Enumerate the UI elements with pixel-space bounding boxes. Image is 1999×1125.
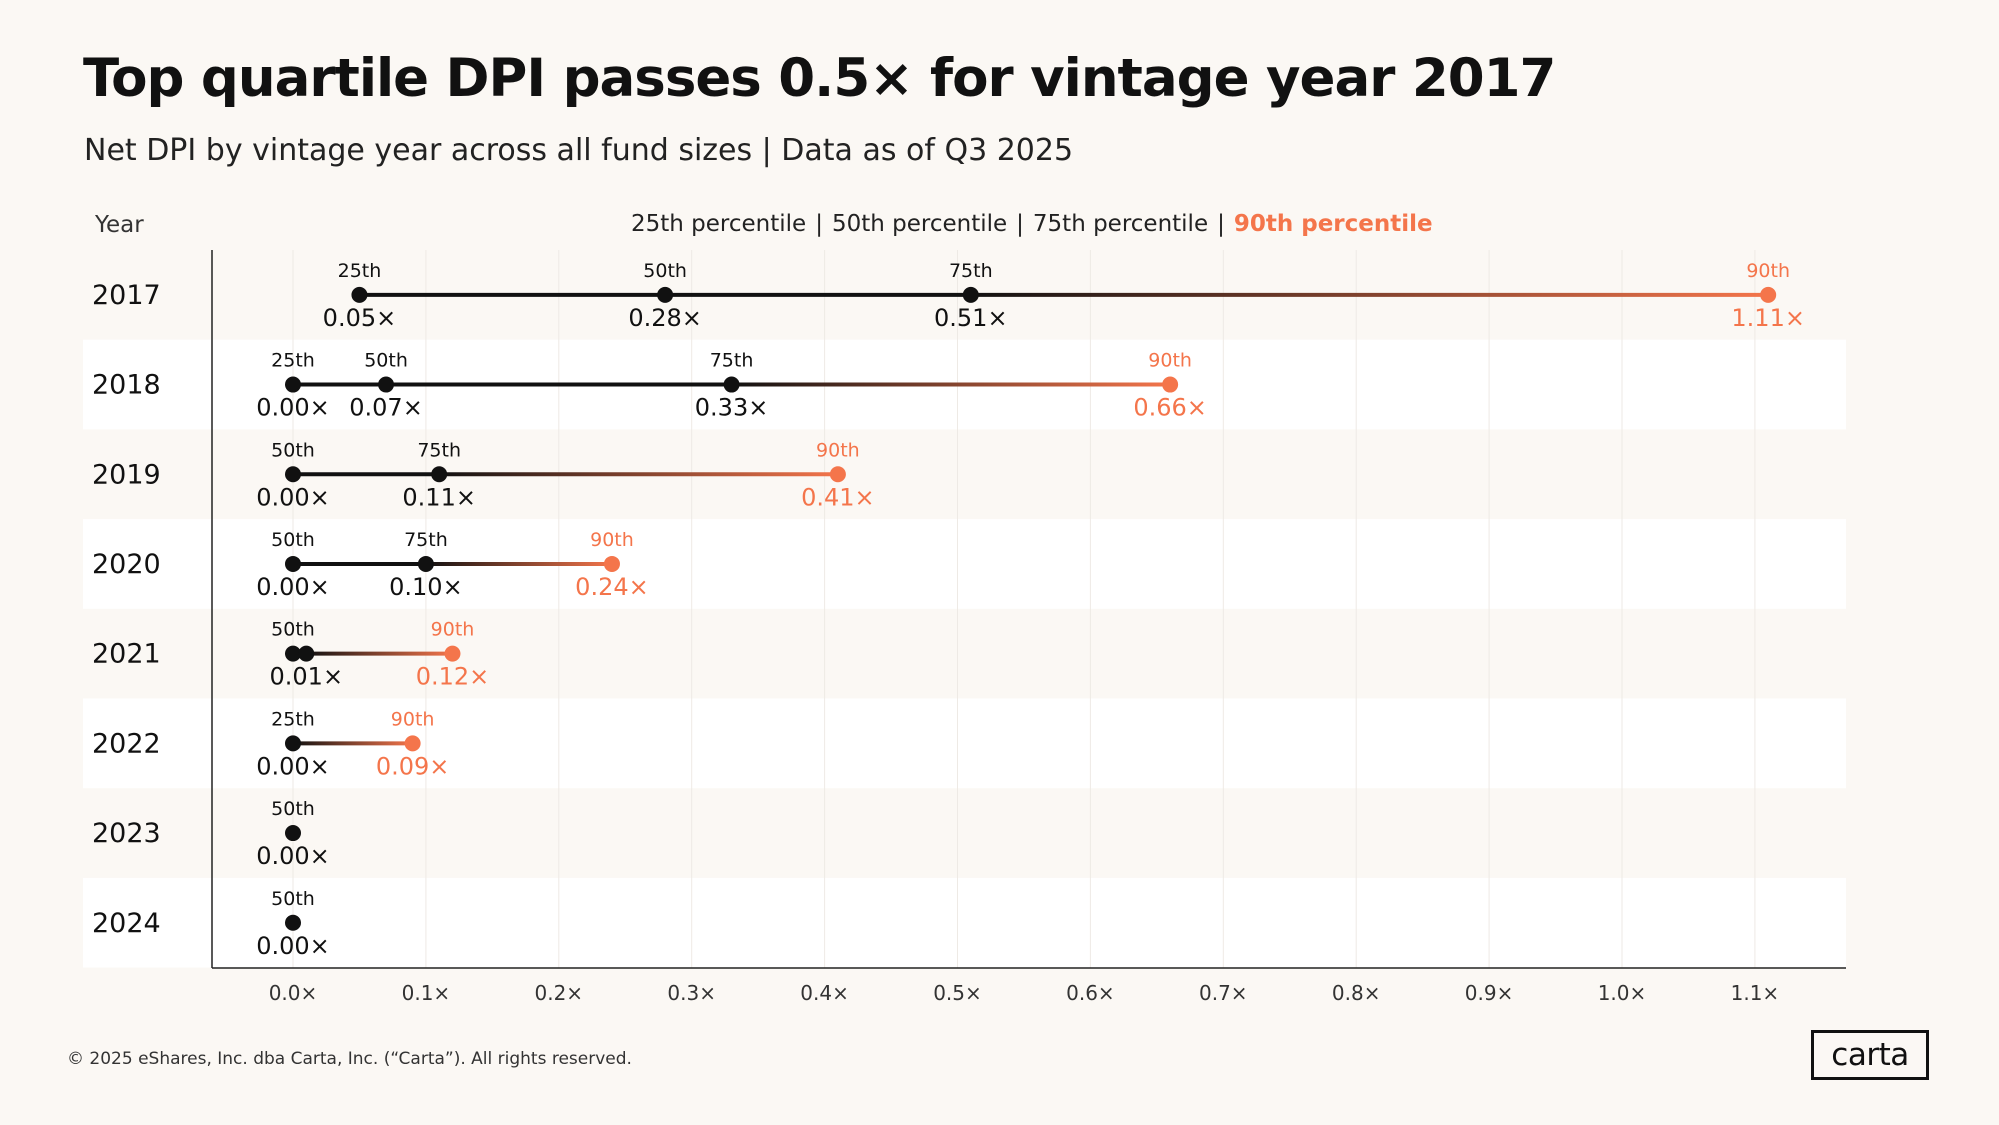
x-tick-label: 0.3× <box>667 981 716 1005</box>
legend-item-90th: 90th percentile <box>1233 211 1433 237</box>
percentile-point <box>603 555 620 572</box>
data-value-label: 0.33× <box>695 394 769 422</box>
percentile-label: 90th <box>431 619 475 641</box>
percentile-label: 75th <box>404 529 448 551</box>
data-value-label: 0.12× <box>416 663 490 691</box>
percentile-point <box>1760 286 1777 303</box>
x-tick-label: 0.6× <box>1066 981 1115 1005</box>
data-value-label: 0.11× <box>402 483 476 511</box>
percentile-point <box>431 466 448 483</box>
x-tick-label: 0.9× <box>1465 981 1514 1005</box>
x-tick-label: 0.7× <box>1199 981 1248 1005</box>
copyright-footer: © 2025 eShares, Inc. dba Carta, Inc. (“C… <box>67 1049 632 1069</box>
percentile-point <box>285 735 301 752</box>
percentile-point <box>285 825 301 842</box>
data-value-label: 0.00× <box>256 394 330 422</box>
percentile-point <box>404 735 421 752</box>
row-band <box>83 877 1846 968</box>
percentile-point <box>285 645 301 662</box>
data-value-label: 0.00× <box>256 573 330 601</box>
year-label: 2022 <box>92 728 161 759</box>
percentile-label: 50th <box>271 439 315 461</box>
percentile-label: 90th <box>1148 350 1192 372</box>
data-value-label: 0.05× <box>323 304 397 332</box>
percentile-point <box>285 555 301 572</box>
year-label: 2024 <box>92 908 161 939</box>
percentile-point <box>285 376 301 393</box>
percentile-label: 50th <box>271 619 315 641</box>
percentile-point <box>444 645 461 662</box>
percentile-label: 90th <box>1746 260 1790 282</box>
chart-title: Top quartile DPI passes 0.5× for vintage… <box>83 48 1556 109</box>
percentile-label: 50th <box>271 888 315 910</box>
percentile-point <box>378 376 395 393</box>
legend: 25th percentile | 50th percentile | 75th per… <box>631 211 1433 237</box>
data-value-label: 0.00× <box>256 752 330 780</box>
data-value-label: 0.00× <box>256 842 330 870</box>
legend-item-50th: 50th percentile <box>831 211 1008 237</box>
legend-separator: | <box>1016 211 1024 237</box>
legend-separator: | <box>815 211 823 237</box>
x-tick-label: 0.2× <box>535 981 584 1005</box>
x-tick-label: 0.4× <box>800 981 849 1005</box>
data-value-label: 0.41× <box>801 483 875 511</box>
x-tick-label: 0.5× <box>933 981 982 1005</box>
data-value-label: 0.66× <box>1133 394 1207 422</box>
percentile-label: 90th <box>816 439 860 461</box>
percentile-point <box>285 914 301 931</box>
percentile-point <box>657 286 674 303</box>
x-tick-label: 0.1× <box>402 981 451 1005</box>
year-label: 2017 <box>92 280 161 311</box>
carta-logo: carta <box>1811 1030 1929 1080</box>
x-tick-label: 0.8× <box>1332 981 1381 1005</box>
data-value-label: 0.07× <box>349 394 423 422</box>
percentile-label: 90th <box>391 708 435 730</box>
data-value-label: 0.09× <box>376 752 450 780</box>
percentile-label: 90th <box>590 529 634 551</box>
year-label: 2019 <box>92 459 161 490</box>
year-label: 2018 <box>92 370 161 401</box>
legend-item-75th: 75th percentile <box>1032 211 1209 237</box>
data-value-label: 0.10× <box>389 573 463 601</box>
percentile-point <box>723 376 740 393</box>
data-value-label: 1.11× <box>1731 304 1805 332</box>
data-value-label: 0.00× <box>256 483 330 511</box>
percentile-label: 75th <box>710 350 754 372</box>
percentile-label: 50th <box>364 350 408 372</box>
percentile-point <box>351 286 368 303</box>
legend-separator: | <box>1217 211 1225 237</box>
percentile-label: 50th <box>643 260 687 282</box>
percentile-label: 50th <box>271 798 315 820</box>
data-value-label: 0.28× <box>628 304 702 332</box>
data-value-label: 0.00× <box>256 932 330 960</box>
percentile-point <box>417 555 434 572</box>
x-tick-label: 1.1× <box>1731 981 1780 1005</box>
year-label: 2021 <box>92 639 161 670</box>
legend-item-25th: 25th percentile <box>631 211 807 237</box>
percentile-point <box>962 286 979 303</box>
percentile-label: 25th <box>271 350 315 372</box>
percentile-point <box>1162 376 1179 393</box>
year-column-header: Year <box>95 212 144 238</box>
percentile-label: 50th <box>271 529 315 551</box>
x-tick-label: 0.0× <box>269 981 318 1005</box>
data-value-label: 0.01× <box>270 663 344 691</box>
percentile-point <box>298 645 315 662</box>
percentile-label: 25th <box>271 708 315 730</box>
data-value-label: 0.24× <box>575 573 649 601</box>
percentile-label: 75th <box>949 260 993 282</box>
year-label: 2023 <box>92 818 161 849</box>
x-tick-label: 1.0× <box>1598 981 1647 1005</box>
percentile-point <box>285 466 301 483</box>
percentile-label: 25th <box>338 260 382 282</box>
year-label: 2020 <box>92 549 161 580</box>
data-value-label: 0.51× <box>934 304 1008 332</box>
percentile-label: 75th <box>417 439 461 461</box>
chart-subtitle: Net DPI by vintage year across all fund … <box>84 133 1074 168</box>
percentile-point <box>829 466 846 483</box>
